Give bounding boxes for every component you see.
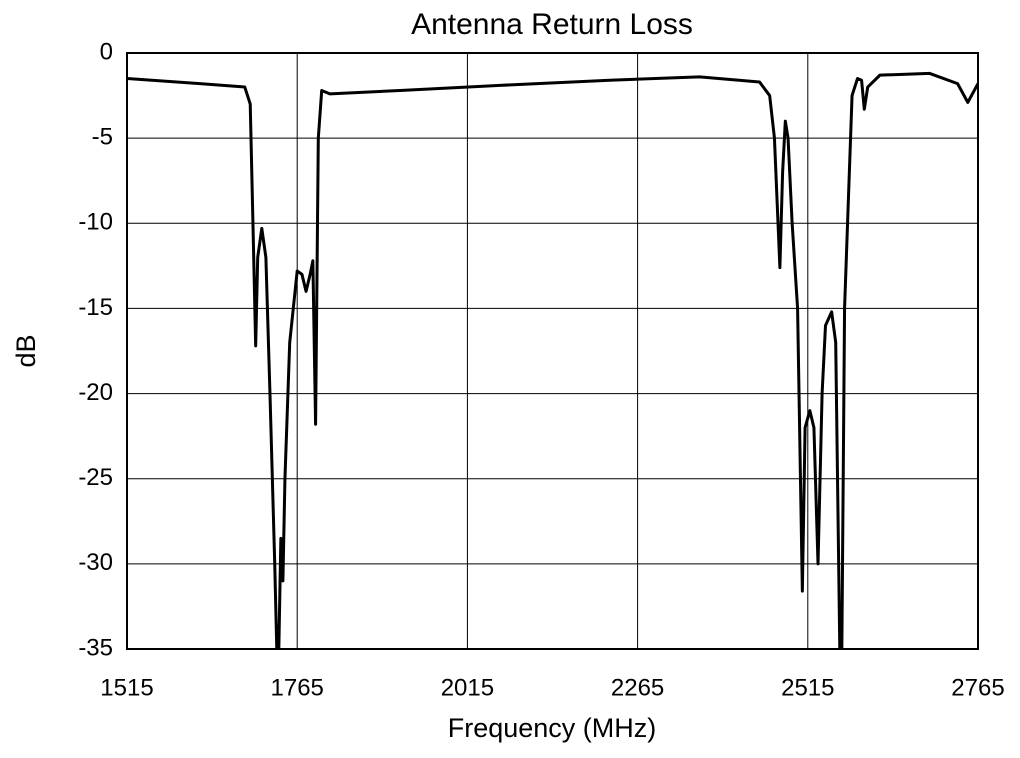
y-tick-label: -5: [92, 123, 113, 150]
y-axis-label: dB: [11, 334, 41, 367]
chart-title: Antenna Return Loss: [411, 8, 693, 41]
y-tick-label: -10: [78, 209, 113, 236]
x-tick-label: 2515: [781, 674, 834, 701]
x-tick-label: 1515: [100, 674, 153, 701]
y-tick-label: -15: [78, 294, 113, 321]
x-tick-label: 1765: [271, 674, 324, 701]
x-axis-label: Frequency (MHz): [448, 713, 657, 743]
y-tick-label: -25: [78, 464, 113, 491]
y-tick-label: 0: [100, 38, 113, 65]
x-tick-label: 2015: [441, 674, 494, 701]
x-tick-label: 2265: [611, 674, 664, 701]
y-tick-label: -35: [78, 634, 113, 661]
plot-frame: [126, 52, 979, 650]
x-tick-label: 2765: [951, 674, 1004, 701]
y-tick-label: -20: [78, 379, 113, 406]
y-tick-label: -30: [78, 549, 113, 576]
data-line: [127, 71, 978, 649]
